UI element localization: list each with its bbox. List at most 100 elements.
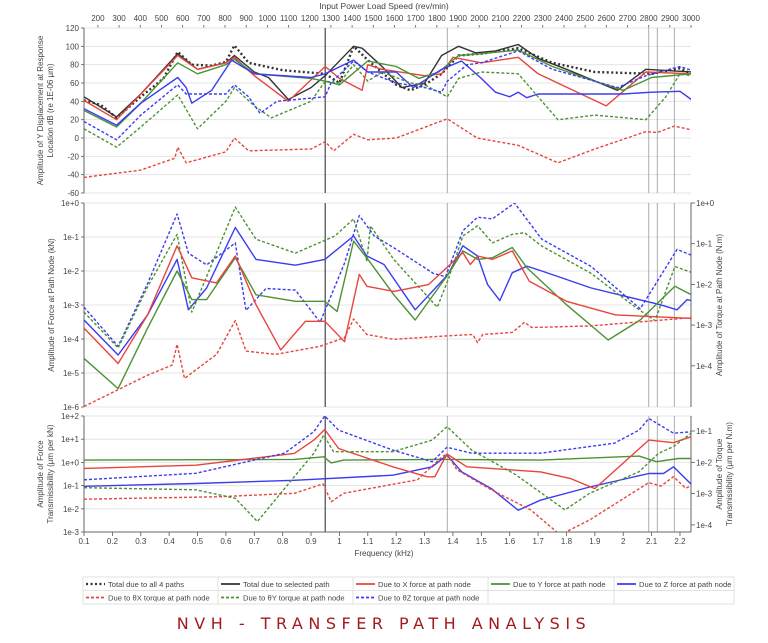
series-line-total_sel	[84, 43, 691, 118]
top-axis-tick-label: 2800	[640, 14, 658, 23]
series-line-y_force	[84, 240, 691, 390]
series-line-y_force	[84, 455, 691, 464]
y-tick-label: 0	[75, 134, 80, 143]
series-group	[84, 203, 691, 407]
top-axis-tick-label: 1600	[386, 14, 404, 23]
y-tick-label: 120	[66, 24, 80, 33]
y-right-tick-label: 1e-3	[696, 321, 713, 330]
series-line-tx_torque	[84, 453, 691, 532]
y-tick-label: 1e-3	[63, 301, 80, 310]
y-tick-label: -60	[67, 189, 79, 198]
top-axis-tick-label: 1200	[301, 14, 319, 23]
y-right-tick-label: 1e-3	[696, 490, 713, 499]
series-line-x_force	[84, 54, 691, 121]
y-tick-label: 1e+0	[61, 199, 80, 208]
page-title: NVH - TRANSFER PATH ANALYSIS	[176, 614, 592, 633]
top-axis-tick-label: 1000	[258, 14, 276, 23]
legend-label: Due to Y force at path node	[513, 580, 606, 589]
y-right-tick-label: 1e-2	[696, 458, 713, 467]
series-line-z_force	[84, 226, 691, 356]
y-tick-label: 1e+2	[61, 412, 80, 421]
y-axis-label: Amplitude of Force	[36, 440, 45, 508]
top-axis-tick-label: 3000	[682, 14, 700, 23]
y-tick-label: 1e+1	[61, 435, 80, 444]
plot-force: 1e+0 1e-1 1e-2 1e-3 1e-4 1e-5 1e-6 1e+0 1e-1 1e-2…	[47, 199, 724, 412]
x-tick-label: 2.2	[674, 537, 686, 546]
series-line-total_all	[84, 44, 691, 119]
top-axis-tick-label: 1100	[280, 14, 298, 23]
legend-item-z_force: Due to Z force at path node	[617, 580, 731, 589]
y-right-axis-label: Amplitude of Torque at Path Node (N.m)	[715, 234, 724, 376]
y-axis-label: Transmissibility (µm per kN)	[46, 424, 55, 523]
top-axis-tick-label: 1400	[343, 14, 361, 23]
x-tick-label: 1.1	[362, 537, 374, 546]
y-tick-label: 1e-3	[63, 528, 80, 537]
x-tick-label: 0.9	[305, 537, 317, 546]
top-axis-tick-label: 2000	[470, 14, 488, 23]
y-tick-label: 1e-6	[63, 403, 80, 412]
x-tick-label: 1.5	[476, 537, 488, 546]
plot-transmissibility: 1e+2 1e+1 1e+0 1e-1 1e-2 1e-3 1e-1 1e-2 1e-3 1e-4…	[36, 412, 734, 537]
x-tick-label: 1.7	[533, 537, 545, 546]
top-axis-tick-label: 1300	[322, 14, 340, 23]
legend-label: Due to θY torque at path node	[243, 594, 345, 603]
series-line-x_force	[84, 428, 691, 490]
legend-item-total_all: Total due to all 4 paths	[86, 580, 184, 589]
x-tick-label: 0.5	[192, 537, 204, 546]
top-axis-tick-label: 200	[91, 14, 105, 23]
plot-displacement: 120 100 80 60 40 20 0 -20 -40 -60 Amplitude of Y D…	[36, 24, 691, 198]
y-tick-label: 60	[70, 79, 79, 88]
top-axis-tick-label: 400	[134, 14, 148, 23]
legend-item-tz_torque: Due to θZ torque at path node	[356, 594, 479, 603]
legend-label: Due to θZ torque at path node	[378, 594, 479, 603]
legend-item-x_force: Due to X force at path node	[356, 580, 471, 589]
y-tick-label: 1e-4	[63, 335, 80, 344]
y-tick-label: 40	[70, 97, 79, 106]
y-tick-label: 80	[70, 61, 79, 70]
y-tick-label: 1e-2	[63, 505, 80, 514]
series-line-ty_torque	[84, 206, 691, 349]
y-axis-label: Amplitude of Y Displacement at Response	[36, 35, 45, 185]
legend-item-ty_torque: Due to θY torque at path node	[221, 594, 345, 603]
series-line-x_force	[84, 245, 691, 365]
x-tick-label: 2.1	[646, 537, 658, 546]
y-right-axis-label: Transmissibility (µm per N.m)	[725, 422, 734, 526]
series-line-ty_torque	[84, 64, 691, 148]
top-axis-tick-label: 1800	[428, 14, 446, 23]
x-axis-label: Frequency (kHz)	[354, 549, 413, 558]
y-tick-label: 20	[70, 116, 79, 125]
y-axis-label: Location dB (re 1E-06 µm)	[46, 63, 55, 157]
series-line-tz_torque	[84, 416, 691, 481]
top-axis-tick-label: 2900	[661, 14, 679, 23]
x-tick-label: 0.3	[135, 537, 147, 546]
x-tick-label: 0.2	[107, 537, 119, 546]
legend-item-tx_torque: Due to θX torque at path node	[86, 594, 210, 603]
top-axis-tick-label: 800	[218, 14, 232, 23]
legend-label: Total due to selected path	[243, 580, 330, 589]
top-axis-tick-label: 2100	[491, 14, 509, 23]
x-tick-label: 1.2	[391, 537, 403, 546]
y-axis-label: Amplitude of Force at Path Node (kN)	[47, 238, 56, 372]
series-line-tz_torque	[84, 50, 691, 141]
x-tick-label: 1.3	[419, 537, 431, 546]
top-axis-label: Input Power Load Speed (rev/min)	[319, 1, 449, 11]
legend-item-y_force: Due to Y force at path node	[491, 580, 606, 589]
y-tick-label: 1e-2	[63, 267, 80, 276]
series-line-z_force	[84, 59, 691, 126]
x-tick-label: 0.1	[78, 537, 90, 546]
series-line-tx_torque	[84, 118, 691, 179]
x-tick-label: 1.6	[504, 537, 516, 546]
top-axis-tick-label: 600	[176, 14, 190, 23]
y-right-tick-label: 1e-1	[696, 427, 713, 436]
top-axis-tick-label: 2200	[513, 14, 531, 23]
legend-label: Due to X force at path node	[378, 580, 471, 589]
top-axis-tick-label: 2300	[534, 14, 552, 23]
x-tick-label: 1	[337, 537, 342, 546]
series-line-ty_torque	[84, 425, 691, 523]
top-axis-tick-label: 2500	[576, 14, 594, 23]
y-tick-label: 1e-5	[63, 369, 80, 378]
legend-label: Total due to all 4 paths	[108, 580, 184, 589]
x-tick-label: 0.8	[277, 537, 289, 546]
x-tick-label: 1.4	[447, 537, 459, 546]
